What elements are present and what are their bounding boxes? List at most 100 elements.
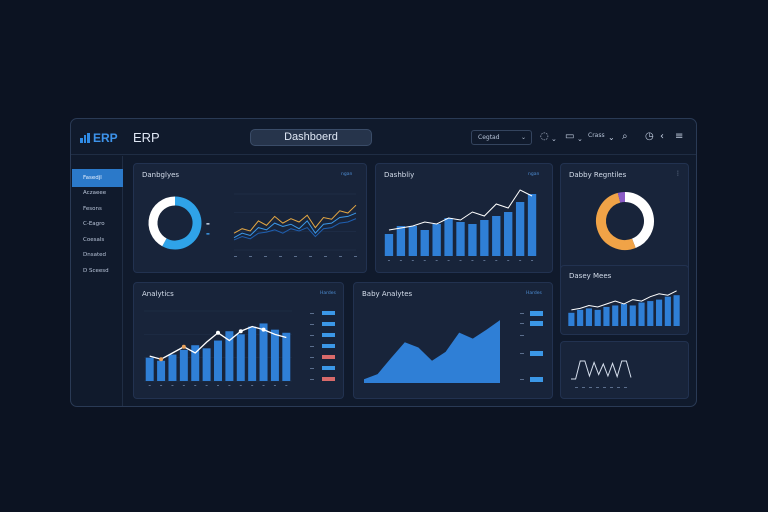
card-dashboard: Dashbliy ngan	[375, 163, 553, 273]
legend-swatch	[322, 333, 335, 337]
bar	[396, 226, 406, 256]
x-tick	[262, 385, 265, 386]
x-tick	[205, 385, 208, 386]
legend-swatch	[322, 377, 335, 381]
bar	[202, 348, 211, 381]
legend-tick	[520, 379, 524, 380]
chevron-down-icon[interactable]: ⌄	[551, 135, 557, 143]
menu-icon[interactable]: ≡	[675, 131, 684, 142]
x-tick	[575, 387, 578, 388]
series-line	[233, 204, 357, 234]
bar	[168, 354, 177, 381]
x-tick	[234, 256, 237, 257]
card-trend: Dasey Mees	[560, 265, 689, 335]
top-bar: ERP ERP Dashboerd Cegtad ⌄ ◌ ⌄ ▭ ⌄ Crass…	[71, 119, 696, 155]
bar	[145, 357, 154, 381]
chat-icon[interactable]: ▭	[565, 131, 575, 142]
dashboard-chart	[384, 189, 537, 261]
sidebar-item-0[interactable]: Fasedjl	[72, 169, 123, 187]
back-icon[interactable]: ‹	[660, 131, 664, 142]
legend-tick	[310, 335, 314, 336]
sidebar-item-6[interactable]: D Sceesd	[83, 268, 109, 274]
legend-swatch	[530, 321, 543, 326]
x-tick	[507, 260, 510, 261]
card-title: Dasey Mees	[569, 272, 612, 280]
bar	[236, 334, 245, 381]
card-baby-analytics: Baby Analytes Hardes	[353, 282, 553, 399]
legend-swatch	[530, 311, 543, 316]
sidebar-item-4[interactable]: Coesals	[83, 237, 105, 243]
chevron-down-icon[interactable]: ⌄	[577, 135, 583, 143]
bar	[456, 222, 465, 256]
x-tick	[228, 385, 231, 386]
card-subtitle[interactable]: Hardes	[526, 291, 542, 296]
refresh-icon[interactable]: ◌	[540, 131, 549, 142]
x-tick	[182, 385, 185, 386]
x-tick	[273, 385, 276, 386]
trend-chart	[568, 290, 680, 326]
x-tick	[160, 385, 163, 386]
bar	[515, 202, 525, 256]
bar	[577, 309, 584, 326]
series-line	[233, 218, 357, 241]
bar	[568, 312, 575, 326]
bar	[214, 340, 222, 381]
donut-slice	[148, 196, 176, 247]
legend-tick	[520, 353, 524, 354]
donut-slice	[624, 192, 654, 248]
x-tick	[610, 387, 613, 388]
x-tick	[294, 256, 297, 257]
x-tick	[285, 385, 288, 386]
x-tick	[239, 385, 242, 386]
card-subtitle[interactable]: Hardes	[320, 291, 336, 296]
trend-line	[388, 189, 533, 231]
tab-dashboard[interactable]: Dashboerd	[250, 129, 372, 146]
x-tick	[171, 385, 174, 386]
sidebar-item-5[interactable]: Dnsated	[83, 252, 106, 258]
legend-swatch	[322, 366, 335, 370]
clock-icon[interactable]: ◷	[645, 131, 654, 142]
card-title: Dashbliy	[384, 171, 415, 179]
bar	[629, 305, 636, 326]
bar	[647, 301, 654, 326]
x-tick	[483, 260, 486, 261]
overview-chart	[148, 193, 357, 257]
x-tick	[596, 387, 599, 388]
x-tick	[148, 385, 151, 386]
bar	[270, 329, 279, 381]
mini-chart	[571, 360, 632, 388]
card-mini	[560, 341, 689, 399]
legend-tick	[310, 313, 314, 314]
x-tick	[447, 260, 450, 261]
search-icon[interactable]: ⌕	[622, 131, 628, 142]
x-tick	[279, 256, 282, 257]
card-subtitle[interactable]: ngan	[341, 172, 353, 177]
x-tick	[324, 256, 327, 257]
x-tick	[603, 387, 606, 388]
sidebar-item-3[interactable]: C-Eagro	[83, 221, 105, 227]
logo-icon	[80, 133, 91, 143]
more-icon[interactable]: ⋮	[675, 170, 681, 177]
x-tick	[617, 387, 620, 388]
x-tick	[531, 260, 534, 261]
bar	[594, 309, 601, 326]
bar	[408, 226, 417, 256]
x-tick	[264, 256, 267, 257]
sidebar-item-1[interactable]: Aczaeee	[83, 190, 107, 196]
donut-slice	[596, 192, 636, 250]
menu-label[interactable]: Crass	[588, 132, 605, 139]
bar	[673, 295, 680, 326]
legend-swatch: ▬	[206, 221, 210, 226]
data-point	[261, 327, 266, 332]
x-tick	[423, 260, 426, 261]
chevron-down-icon[interactable]: ⌄	[608, 133, 615, 142]
filter-select[interactable]: Cegtad ⌄	[471, 130, 532, 145]
card-overview: Danbglyes ngan ▬ ▬	[133, 163, 367, 273]
x-tick	[435, 260, 438, 261]
donut-slice	[617, 192, 626, 203]
card-subtitle[interactable]: ngan	[528, 172, 540, 177]
sidebar-item-2[interactable]: Fesons	[83, 206, 102, 212]
logo[interactable]: ERP	[80, 131, 118, 145]
bar	[420, 230, 429, 256]
card-analytics: Analytics Hardes	[133, 282, 344, 399]
